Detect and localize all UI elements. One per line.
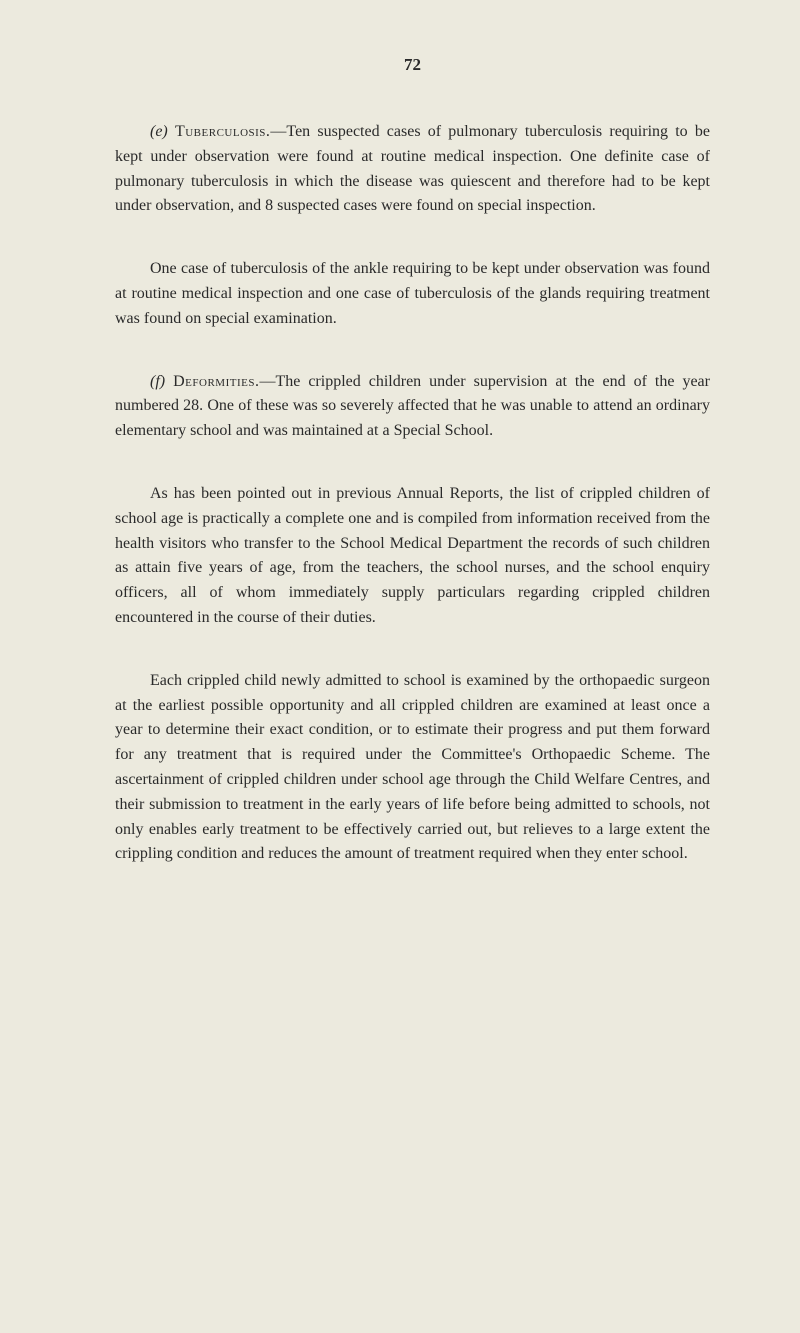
paragraph-deformities: (f) Deformities.—The crippled children u…	[115, 370, 710, 444]
paragraph-text: Each crippled child newly admitted to sc…	[115, 672, 710, 863]
document-page: 72 (e) Tuberculosis.—Ten suspected cases…	[0, 0, 800, 1333]
section-prefix: (e)	[150, 123, 175, 140]
paragraph-text: One case of tuberculosis of the ankle re…	[115, 260, 710, 327]
section-prefix: (f)	[150, 373, 173, 390]
paragraph-text: As has been pointed out in previous Annu…	[115, 485, 710, 626]
page-number: 72	[115, 55, 710, 75]
paragraph-orthopaedic: Each crippled child newly admitted to sc…	[115, 669, 710, 867]
paragraph-tuberculosis: (e) Tuberculosis.—Ten suspected cases of…	[115, 120, 710, 219]
section-heading: Deformities.	[173, 373, 259, 390]
paragraph-crippled-children: As has been pointed out in previous Annu…	[115, 482, 710, 631]
paragraph-tuberculosis-2: One case of tuberculosis of the ankle re…	[115, 257, 710, 331]
section-heading: Tuberculosis.	[175, 123, 270, 140]
